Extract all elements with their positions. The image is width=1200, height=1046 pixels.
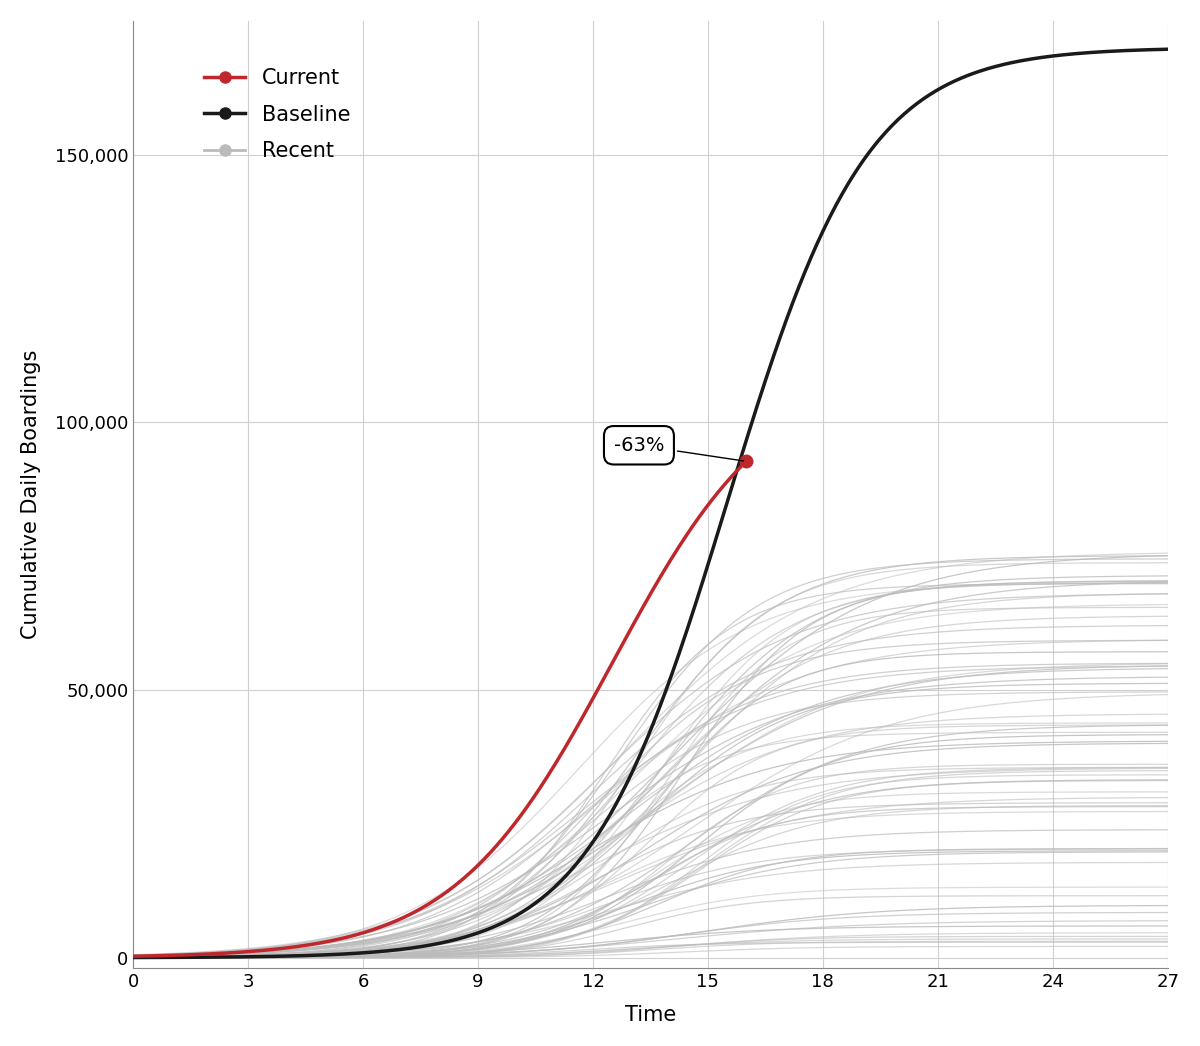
Y-axis label: Cumulative Daily Boardings: Cumulative Daily Boardings [20, 350, 41, 639]
X-axis label: Time: Time [625, 1005, 676, 1025]
Legend: Current, Baseline, Recent: Current, Baseline, Recent [196, 60, 359, 169]
Text: -63%: -63% [613, 436, 744, 461]
